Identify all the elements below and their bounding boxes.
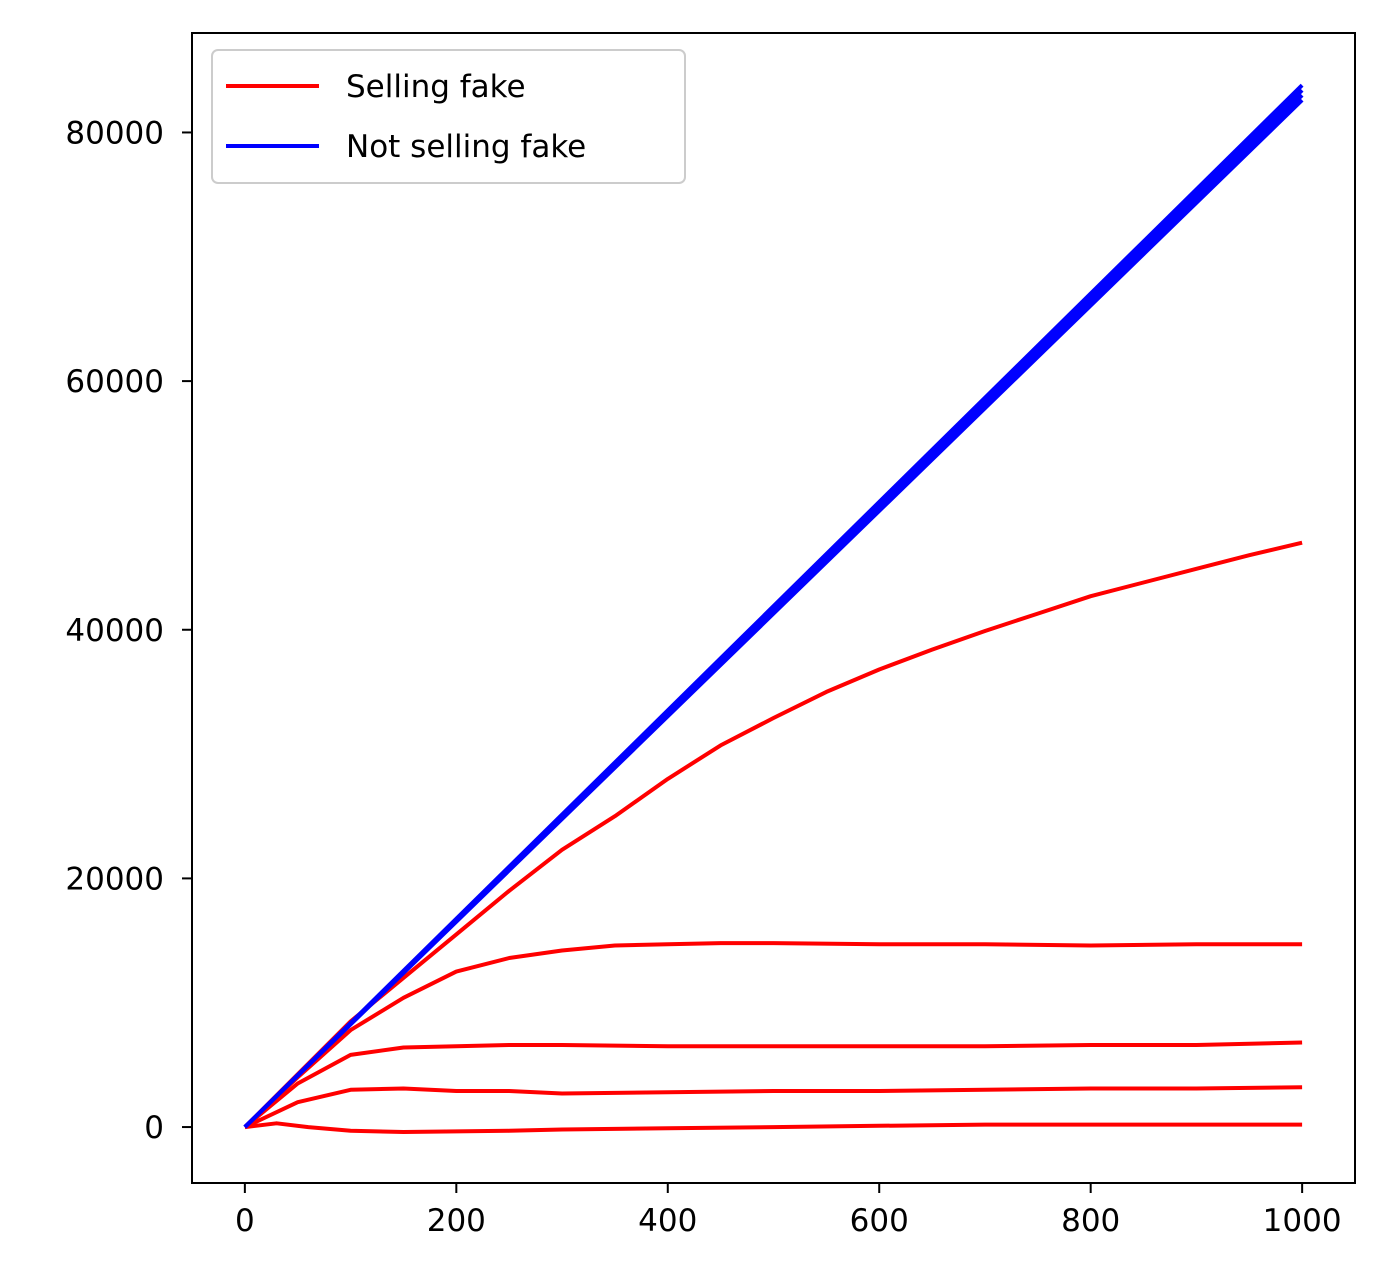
- x-tick-label-400: 400: [638, 1203, 697, 1239]
- y-tick-label-0: 0: [144, 1110, 164, 1146]
- y-tick-label-60000: 60000: [65, 364, 164, 400]
- legend-frame: [211, 49, 686, 184]
- x-tick-label-200: 200: [427, 1203, 486, 1239]
- series-line-selling-fake-0: [243, 540, 1303, 1129]
- y-tick-label-80000: 80000: [65, 115, 164, 151]
- series-line-selling-fake-4: [244, 1121, 1303, 1134]
- legend-label-not-selling-fake: Not selling fake: [346, 129, 586, 165]
- legend: Selling fake Not selling fake: [211, 49, 686, 184]
- x-axis: 0 200 400 600 800 1000: [235, 1183, 1342, 1239]
- series-line-selling-fake-1: [243, 941, 1303, 1129]
- y-axis: 0 20000 40000 60000 80000: [65, 115, 192, 1146]
- x-tick-label-600: 600: [850, 1203, 909, 1239]
- series-line-selling-fake-3: [244, 1085, 1303, 1129]
- legend-label-selling-fake: Selling fake: [346, 69, 526, 105]
- y-tick-label-20000: 20000: [65, 861, 164, 897]
- x-tick-label-1000: 1000: [1263, 1203, 1342, 1239]
- x-tick-label-800: 800: [1061, 1203, 1120, 1239]
- plot-frame: [191, 32, 1356, 1184]
- series-line-not-selling-fake-8: [243, 98, 1304, 1129]
- series-layer: [243, 83, 1304, 1134]
- y-tick-label-40000: 40000: [65, 613, 164, 649]
- x-tick-label-0: 0: [235, 1203, 255, 1239]
- series-line-selling-fake-2: [243, 1040, 1303, 1129]
